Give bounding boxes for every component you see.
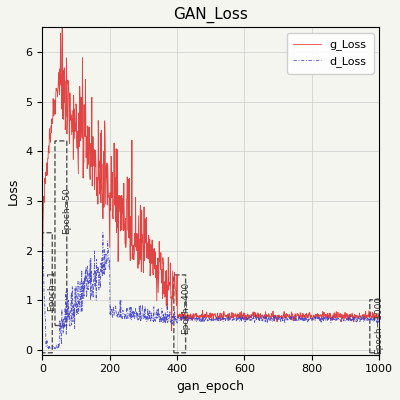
d_Loss <box>40 234 45 238</box>
Line: d_Loss: d_Loss <box>43 232 379 349</box>
g_Loss <box>309 314 314 319</box>
g_Loss <box>189 317 194 322</box>
Text: Epoch=400: Epoch=400 <box>181 282 190 334</box>
Title: GAN_Loss: GAN_Loss <box>173 7 248 23</box>
d_Loss <box>303 316 308 320</box>
Line: g_Loss: g_Loss <box>43 27 379 331</box>
d_Loss <box>272 314 277 319</box>
g_Loss <box>75 129 80 134</box>
Text: Epoch=1: Epoch=1 <box>47 270 56 311</box>
d_Loss <box>100 230 105 235</box>
d_Loss <box>309 319 314 324</box>
g_Loss <box>303 312 308 317</box>
d_Loss <box>377 314 382 319</box>
Legend: g_Loss, d_Loss: g_Loss, d_Loss <box>286 33 374 74</box>
Text: Epoch=50: Epoch=50 <box>62 188 71 234</box>
d_Loss <box>75 311 80 316</box>
d_Loss <box>53 346 58 351</box>
g_Loss <box>60 25 65 30</box>
d_Loss <box>189 317 194 322</box>
g_Loss <box>40 244 45 249</box>
g_Loss <box>177 312 182 316</box>
Text: Epoch=1000: Epoch=1000 <box>374 296 383 354</box>
g_Loss <box>169 328 174 333</box>
g_Loss <box>272 319 277 324</box>
X-axis label: gan_epoch: gan_epoch <box>177 380 245 393</box>
d_Loss <box>177 318 182 323</box>
Y-axis label: Loss: Loss <box>7 177 20 205</box>
g_Loss <box>377 314 382 318</box>
